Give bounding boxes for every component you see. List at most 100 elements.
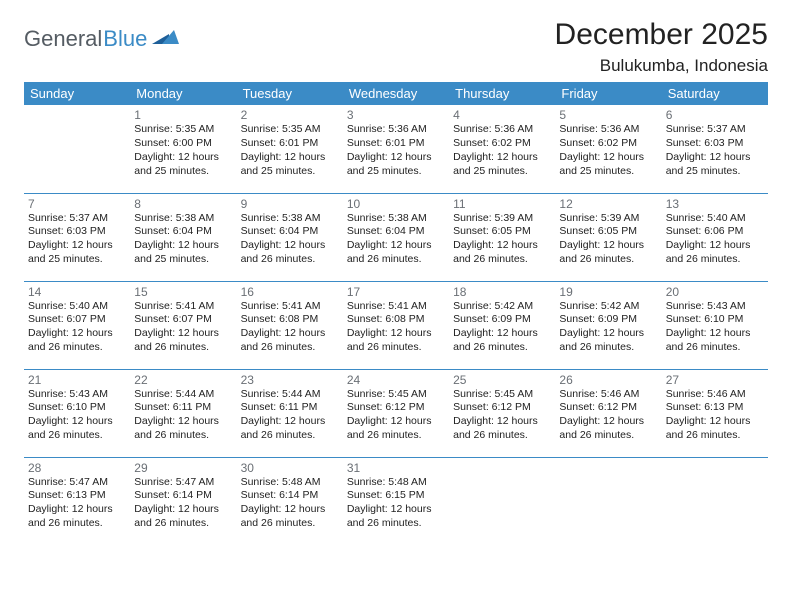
calendar-table: Sunday Monday Tuesday Wednesday Thursday… <box>24 82 768 545</box>
day-number: 31 <box>347 461 445 475</box>
day-number: 3 <box>347 108 445 122</box>
calendar-day-cell: 2Sunrise: 5:35 AMSunset: 6:01 PMDaylight… <box>237 105 343 193</box>
calendar-day-cell: 5Sunrise: 5:36 AMSunset: 6:02 PMDaylight… <box>555 105 661 193</box>
day-detail-text: Sunrise: 5:44 AMSunset: 6:11 PMDaylight:… <box>134 388 232 443</box>
day-number: 6 <box>666 108 764 122</box>
calendar-week-row: 7Sunrise: 5:37 AMSunset: 6:03 PMDaylight… <box>24 193 768 281</box>
day-number: 28 <box>28 461 126 475</box>
day-detail-text: Sunrise: 5:37 AMSunset: 6:03 PMDaylight:… <box>28 212 126 267</box>
calendar-day-cell: 27Sunrise: 5:46 AMSunset: 6:13 PMDayligh… <box>662 369 768 457</box>
calendar-day-cell: 21Sunrise: 5:43 AMSunset: 6:10 PMDayligh… <box>24 369 130 457</box>
calendar-page: GeneralBlue December 2025 Bulukumba, Ind… <box>0 0 792 555</box>
calendar-day-cell: 8Sunrise: 5:38 AMSunset: 6:04 PMDaylight… <box>130 193 236 281</box>
day-number: 30 <box>241 461 339 475</box>
calendar-day-cell: 28Sunrise: 5:47 AMSunset: 6:13 PMDayligh… <box>24 457 130 545</box>
day-detail-text: Sunrise: 5:41 AMSunset: 6:08 PMDaylight:… <box>347 300 445 355</box>
day-detail-text: Sunrise: 5:38 AMSunset: 6:04 PMDaylight:… <box>134 212 232 267</box>
weekday-header: Saturday <box>662 82 768 105</box>
calendar-day-cell <box>24 105 130 193</box>
day-detail-text: Sunrise: 5:41 AMSunset: 6:08 PMDaylight:… <box>241 300 339 355</box>
day-detail-text: Sunrise: 5:36 AMSunset: 6:02 PMDaylight:… <box>453 123 551 178</box>
calendar-day-cell: 15Sunrise: 5:41 AMSunset: 6:07 PMDayligh… <box>130 281 236 369</box>
day-number: 5 <box>559 108 657 122</box>
calendar-day-cell: 13Sunrise: 5:40 AMSunset: 6:06 PMDayligh… <box>662 193 768 281</box>
day-number: 11 <box>453 197 551 211</box>
calendar-day-cell <box>662 457 768 545</box>
day-number: 9 <box>241 197 339 211</box>
weekday-header: Wednesday <box>343 82 449 105</box>
calendar-day-cell: 6Sunrise: 5:37 AMSunset: 6:03 PMDaylight… <box>662 105 768 193</box>
calendar-day-cell: 29Sunrise: 5:47 AMSunset: 6:14 PMDayligh… <box>130 457 236 545</box>
calendar-day-cell: 1Sunrise: 5:35 AMSunset: 6:00 PMDaylight… <box>130 105 236 193</box>
calendar-day-cell: 18Sunrise: 5:42 AMSunset: 6:09 PMDayligh… <box>449 281 555 369</box>
day-number: 19 <box>559 285 657 299</box>
calendar-day-cell: 12Sunrise: 5:39 AMSunset: 6:05 PMDayligh… <box>555 193 661 281</box>
calendar-day-cell: 16Sunrise: 5:41 AMSunset: 6:08 PMDayligh… <box>237 281 343 369</box>
calendar-day-cell: 9Sunrise: 5:38 AMSunset: 6:04 PMDaylight… <box>237 193 343 281</box>
day-detail-text: Sunrise: 5:35 AMSunset: 6:01 PMDaylight:… <box>241 123 339 178</box>
day-number: 26 <box>559 373 657 387</box>
calendar-day-cell: 25Sunrise: 5:45 AMSunset: 6:12 PMDayligh… <box>449 369 555 457</box>
calendar-day-cell <box>449 457 555 545</box>
header-row: GeneralBlue December 2025 Bulukumba, Ind… <box>24 18 768 76</box>
day-number: 17 <box>347 285 445 299</box>
weekday-header: Sunday <box>24 82 130 105</box>
calendar-day-cell: 23Sunrise: 5:44 AMSunset: 6:11 PMDayligh… <box>237 369 343 457</box>
day-detail-text: Sunrise: 5:43 AMSunset: 6:10 PMDaylight:… <box>666 300 764 355</box>
day-detail-text: Sunrise: 5:47 AMSunset: 6:13 PMDaylight:… <box>28 476 126 531</box>
day-number: 10 <box>347 197 445 211</box>
calendar-day-cell: 31Sunrise: 5:48 AMSunset: 6:15 PMDayligh… <box>343 457 449 545</box>
calendar-body: 1Sunrise: 5:35 AMSunset: 6:00 PMDaylight… <box>24 105 768 545</box>
calendar-day-cell: 26Sunrise: 5:46 AMSunset: 6:12 PMDayligh… <box>555 369 661 457</box>
weekday-header: Tuesday <box>237 82 343 105</box>
calendar-week-row: 28Sunrise: 5:47 AMSunset: 6:13 PMDayligh… <box>24 457 768 545</box>
location-text: Bulukumba, Indonesia <box>555 56 768 76</box>
brand-part2: Blue <box>103 26 147 52</box>
day-detail-text: Sunrise: 5:47 AMSunset: 6:14 PMDaylight:… <box>134 476 232 531</box>
day-detail-text: Sunrise: 5:45 AMSunset: 6:12 PMDaylight:… <box>347 388 445 443</box>
day-detail-text: Sunrise: 5:40 AMSunset: 6:06 PMDaylight:… <box>666 212 764 267</box>
day-detail-text: Sunrise: 5:46 AMSunset: 6:13 PMDaylight:… <box>666 388 764 443</box>
weekday-header-row: Sunday Monday Tuesday Wednesday Thursday… <box>24 82 768 105</box>
day-detail-text: Sunrise: 5:42 AMSunset: 6:09 PMDaylight:… <box>559 300 657 355</box>
day-number: 20 <box>666 285 764 299</box>
day-detail-text: Sunrise: 5:48 AMSunset: 6:14 PMDaylight:… <box>241 476 339 531</box>
calendar-week-row: 1Sunrise: 5:35 AMSunset: 6:00 PMDaylight… <box>24 105 768 193</box>
calendar-week-row: 14Sunrise: 5:40 AMSunset: 6:07 PMDayligh… <box>24 281 768 369</box>
day-detail-text: Sunrise: 5:39 AMSunset: 6:05 PMDaylight:… <box>559 212 657 267</box>
calendar-day-cell: 10Sunrise: 5:38 AMSunset: 6:04 PMDayligh… <box>343 193 449 281</box>
day-number: 16 <box>241 285 339 299</box>
logo-mark-icon <box>152 26 180 52</box>
day-number: 27 <box>666 373 764 387</box>
day-detail-text: Sunrise: 5:44 AMSunset: 6:11 PMDaylight:… <box>241 388 339 443</box>
day-number: 15 <box>134 285 232 299</box>
calendar-week-row: 21Sunrise: 5:43 AMSunset: 6:10 PMDayligh… <box>24 369 768 457</box>
calendar-day-cell: 17Sunrise: 5:41 AMSunset: 6:08 PMDayligh… <box>343 281 449 369</box>
calendar-day-cell: 14Sunrise: 5:40 AMSunset: 6:07 PMDayligh… <box>24 281 130 369</box>
day-detail-text: Sunrise: 5:43 AMSunset: 6:10 PMDaylight:… <box>28 388 126 443</box>
day-number: 25 <box>453 373 551 387</box>
day-number: 23 <box>241 373 339 387</box>
day-number: 12 <box>559 197 657 211</box>
brand-part1: General <box>24 26 102 52</box>
day-number: 1 <box>134 108 232 122</box>
calendar-day-cell: 7Sunrise: 5:37 AMSunset: 6:03 PMDaylight… <box>24 193 130 281</box>
day-number: 22 <box>134 373 232 387</box>
day-number: 21 <box>28 373 126 387</box>
weekday-header: Thursday <box>449 82 555 105</box>
calendar-day-cell: 4Sunrise: 5:36 AMSunset: 6:02 PMDaylight… <box>449 105 555 193</box>
title-block: December 2025 Bulukumba, Indonesia <box>555 18 768 76</box>
calendar-day-cell: 19Sunrise: 5:42 AMSunset: 6:09 PMDayligh… <box>555 281 661 369</box>
calendar-day-cell: 3Sunrise: 5:36 AMSunset: 6:01 PMDaylight… <box>343 105 449 193</box>
day-detail-text: Sunrise: 5:42 AMSunset: 6:09 PMDaylight:… <box>453 300 551 355</box>
weekday-header: Friday <box>555 82 661 105</box>
day-detail-text: Sunrise: 5:39 AMSunset: 6:05 PMDaylight:… <box>453 212 551 267</box>
day-detail-text: Sunrise: 5:48 AMSunset: 6:15 PMDaylight:… <box>347 476 445 531</box>
day-number: 4 <box>453 108 551 122</box>
day-number: 2 <box>241 108 339 122</box>
day-number: 13 <box>666 197 764 211</box>
day-detail-text: Sunrise: 5:35 AMSunset: 6:00 PMDaylight:… <box>134 123 232 178</box>
day-detail-text: Sunrise: 5:40 AMSunset: 6:07 PMDaylight:… <box>28 300 126 355</box>
month-title: December 2025 <box>555 18 768 52</box>
day-detail-text: Sunrise: 5:36 AMSunset: 6:02 PMDaylight:… <box>559 123 657 178</box>
